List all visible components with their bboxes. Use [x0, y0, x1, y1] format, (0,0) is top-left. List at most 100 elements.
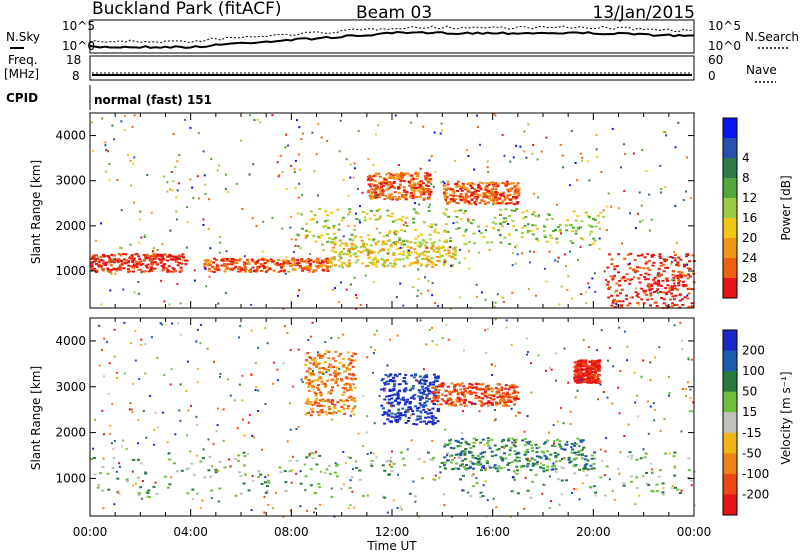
heatmap-cell — [673, 474, 677, 477]
heatmap-cell — [623, 330, 626, 333]
heatmap-cell — [480, 199, 484, 202]
heatmap-cell — [439, 471, 442, 474]
heatmap-cell — [454, 467, 458, 470]
heatmap-cell — [423, 240, 426, 243]
heatmap-cell — [243, 473, 247, 476]
heatmap-cell — [579, 440, 583, 443]
heatmap-cell — [594, 377, 597, 380]
heatmap-cell — [396, 394, 400, 397]
heatmap-cell — [178, 270, 182, 273]
heatmap-cell — [249, 271, 253, 273]
heatmap-cell — [457, 440, 460, 443]
heatmap-cell — [214, 471, 218, 474]
heatmap-cell — [594, 372, 598, 375]
heatmap-cell — [203, 263, 207, 266]
time-axis-title: Time UT — [366, 539, 417, 553]
heatmap-cell — [437, 391, 440, 394]
heatmap-cell — [560, 479, 564, 482]
heatmap-cell — [319, 404, 323, 407]
heatmap-cell — [640, 376, 643, 379]
heatmap-cell — [139, 492, 141, 495]
heatmap-cell — [140, 271, 143, 274]
heatmap-cell — [585, 302, 587, 305]
heatmap-cell — [354, 352, 357, 355]
heatmap-cell — [548, 234, 552, 237]
colorbar-tick-label: -50 — [742, 446, 762, 460]
heatmap-cell — [474, 394, 478, 397]
heatmap-cell — [313, 357, 317, 360]
heatmap-cell — [102, 457, 105, 460]
heatmap-cell — [377, 172, 381, 175]
heatmap-cell — [239, 270, 243, 273]
heatmap-cell — [325, 413, 329, 416]
heatmap-cell — [576, 368, 580, 371]
heatmap-cell — [484, 480, 487, 483]
heatmap-cell — [176, 160, 179, 163]
heatmap-cell — [318, 376, 322, 379]
heatmap-cell — [132, 382, 135, 385]
heatmap-cell — [583, 467, 587, 470]
heatmap-cell — [424, 411, 428, 413]
heatmap-cell — [574, 454, 578, 456]
heatmap-cell — [467, 443, 471, 446]
heatmap-cell — [355, 218, 359, 221]
heatmap-cell — [662, 291, 665, 294]
heatmap-cell — [669, 289, 673, 292]
heatmap-cell — [485, 460, 489, 463]
heatmap-cell — [296, 233, 300, 236]
heatmap-cell — [493, 305, 496, 308]
heatmap-cell — [317, 402, 321, 405]
heatmap-cell — [626, 278, 630, 281]
heatmap-cell — [503, 154, 506, 157]
heatmap-cell — [437, 385, 441, 388]
heatmap-cell — [334, 350, 338, 353]
heatmap-cell — [615, 302, 618, 305]
colorbar-swatch — [723, 453, 737, 475]
heatmap-cell — [109, 260, 113, 263]
heatmap-cell — [560, 232, 562, 235]
heatmap-cell — [348, 255, 352, 258]
heatmap-cell — [471, 456, 475, 459]
heatmap-cell — [399, 398, 403, 401]
heatmap-cell — [246, 258, 250, 261]
heatmap-cell — [347, 456, 350, 459]
heatmap-cell — [119, 264, 122, 267]
heatmap-cell — [324, 341, 327, 344]
heatmap-cell — [289, 428, 292, 431]
colorbar-swatch — [723, 391, 737, 413]
heatmap-cell — [374, 193, 377, 196]
heatmap-cell — [481, 438, 485, 441]
heatmap-cell — [384, 388, 387, 391]
heatmap-cell — [434, 417, 438, 419]
heatmap-cell — [428, 409, 432, 412]
heatmap-cell — [277, 271, 281, 273]
heatmap-cell — [381, 413, 385, 416]
heatmap-cell — [347, 248, 351, 250]
heatmap-cell — [569, 250, 572, 253]
heatmap-cell — [402, 304, 405, 307]
heatmap-cell — [171, 270, 175, 273]
heatmap-cell — [463, 458, 467, 461]
heatmap-cell — [516, 201, 520, 203]
heatmap-cell — [590, 363, 594, 366]
heatmap-cell — [202, 448, 205, 451]
heatmap-cell — [102, 255, 106, 258]
heatmap-cell — [292, 258, 296, 261]
nave-tick-high: 60 — [708, 53, 723, 67]
heatmap-cell — [673, 282, 676, 285]
heatmap-cell — [406, 173, 410, 175]
heatmap-cell — [316, 259, 320, 262]
heatmap-cell — [320, 234, 324, 237]
heatmap-cell — [340, 378, 343, 381]
heatmap-cell — [644, 289, 648, 292]
colorbar-tick-label: 24 — [742, 251, 757, 265]
heatmap-cell — [579, 439, 583, 442]
heatmap-cell — [643, 456, 647, 459]
heatmap-cell — [156, 248, 159, 251]
heatmap-cell — [455, 182, 459, 185]
heatmap-cell — [660, 273, 663, 276]
heatmap-cell — [558, 503, 561, 506]
heatmap-cell — [265, 490, 269, 492]
heatmap-cell — [644, 262, 648, 265]
heatmap-cell — [322, 269, 326, 272]
